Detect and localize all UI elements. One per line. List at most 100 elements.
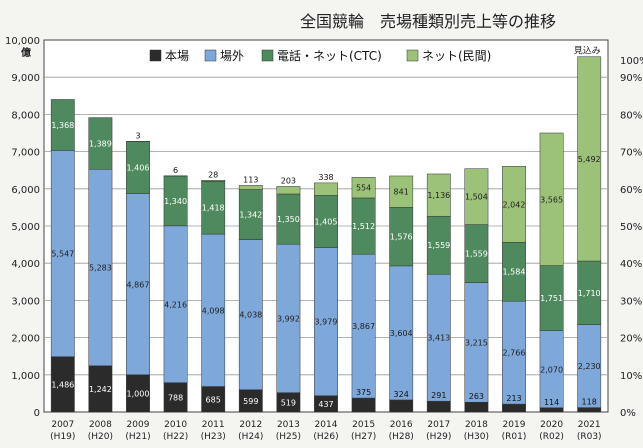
x-tick-label-sub: (R03) [577,432,602,442]
y2-tick-label: 0% [620,408,636,419]
bar-segment [389,175,414,208]
data-label: 4,216 [164,300,187,309]
data-label: 28 [208,170,218,179]
data-label: 4,098 [202,306,225,315]
data-label: 4,038 [239,311,262,320]
data-label: 1,584 [503,268,526,277]
legend-swatch [204,49,217,62]
y-tick-label: 9,000 [11,73,40,84]
x-tick-label-sub: (H20) [88,432,113,442]
data-label: 788 [168,393,183,402]
data-label: 1,486 [51,380,74,389]
x-tick-label: 2011 [202,420,225,430]
y-tick-label: 1,000 [11,371,40,382]
data-label: 3,413 [427,334,450,343]
x-tick-label: 2013 [277,420,300,430]
bar-segment [502,166,526,243]
data-label: 3 [135,131,140,140]
data-label: 2,070 [540,365,563,374]
legend-label: 電話・ネット(CTC) [277,48,382,63]
data-label: 1,389 [89,139,112,148]
data-label: 375 [356,388,371,397]
data-label: 3,215 [465,338,488,347]
data-label: 685 [206,395,221,404]
x-tick-label-sub: (H30) [464,432,489,442]
data-label: 118 [582,398,597,407]
data-label: 1,350 [277,215,300,224]
y-unit-label: 億 [21,46,31,59]
data-label: 5,547 [51,250,74,259]
data-label: 1,512 [352,222,375,231]
x-tick-label-sub: (H26) [313,432,338,442]
x-tick-label-sub: (R02) [539,432,564,442]
data-label: 3,979 [315,318,338,327]
x-tick-label-sub: (H21) [125,432,150,442]
data-label: 114 [544,398,559,407]
bar-segment [276,186,301,195]
forecast-annotation: 見込み [574,46,601,57]
data-label: 841 [394,188,409,197]
bar-segment [238,185,263,190]
data-label: 1,242 [89,385,112,394]
y-tick-label: 0 [34,408,40,419]
legend-swatch [149,49,162,62]
y-tick-label: 7,000 [11,148,40,159]
data-label: 5,492 [578,155,601,164]
data-label: 1,559 [465,250,488,259]
data-label: 1,342 [239,211,262,220]
y-tick-label: 5,000 [11,222,40,233]
x-tick-label-sub: (H23) [201,432,226,442]
x-tick-label-sub: (R01) [502,432,527,442]
data-label: 3,867 [352,322,375,331]
y-tick-label: 4,000 [11,259,40,270]
x-tick-label: 2009 [127,420,150,430]
x-tick-label: 2014 [315,420,338,430]
data-label: 437 [318,400,333,409]
x-tick-label: 2010 [164,420,187,430]
y2-tick-label: 100% [620,56,643,67]
data-label: 2,230 [578,362,601,371]
data-label: 1,368 [51,121,74,130]
x-tick-label: 2007 [51,420,74,430]
x-tick-label: 2015 [352,420,375,430]
bar-segment [88,117,113,170]
bar-segment [539,407,564,413]
data-label: 3,604 [390,329,413,338]
y-tick-label: 3,000 [11,296,40,307]
x-tick-label: 2016 [390,420,413,430]
data-label: 3,565 [540,195,563,204]
data-label: 213 [506,394,521,403]
bar-segment [314,182,338,196]
data-label: 203 [281,176,296,185]
y2-tick-label: 60% [620,185,642,196]
data-label: 6 [173,166,178,175]
data-label: 338 [318,173,333,182]
bar-segment [577,56,602,262]
data-label: 599 [243,397,258,406]
bar-segment [426,173,451,217]
data-label: 4,867 [127,280,150,289]
y-tick-label: 10,000 [5,36,40,47]
bar-segment [201,180,226,182]
y-tick-label: 8,000 [11,110,40,121]
x-tick-label-sub: (H24) [238,432,263,442]
y2-tick-label: 80% [620,110,642,121]
data-label: 113 [243,175,258,184]
data-label: 5,283 [89,264,112,273]
data-label: 1,406 [127,164,150,173]
legend-swatch [261,49,274,62]
chart-title: 全国競輪 売場種類別売上等の推移 [300,12,557,31]
bar-segment [539,132,564,266]
data-label: 2,042 [503,200,526,209]
data-label: 1,751 [540,294,563,303]
data-label: 1,418 [202,204,225,213]
bar-segment [351,177,376,199]
data-label: 1,340 [164,197,187,206]
data-label: 1,710 [578,289,601,298]
bar-segment [389,399,414,413]
y2-tick-label: 20% [620,334,642,345]
x-tick-label: 2020 [540,420,563,430]
y2-tick-label: 40% [620,259,642,270]
